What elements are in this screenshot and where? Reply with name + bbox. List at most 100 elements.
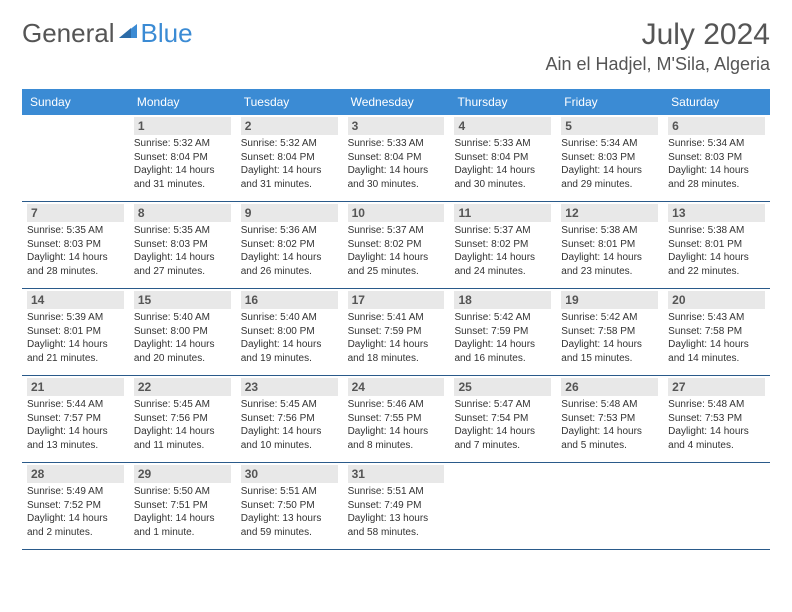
day-detail-line: Daylight: 13 hours: [241, 512, 338, 526]
day-number: 27: [668, 378, 765, 396]
day-number: 3: [348, 117, 445, 135]
day-number: 2: [241, 117, 338, 135]
day-detail: Sunrise: 5:39 AMSunset: 8:01 PMDaylight:…: [27, 311, 124, 365]
day-detail-line: Sunrise: 5:37 AM: [454, 224, 551, 238]
day-detail: Sunrise: 5:37 AMSunset: 8:02 PMDaylight:…: [454, 224, 551, 278]
day-detail-line: Sunset: 7:49 PM: [348, 499, 445, 513]
day-detail-line: Sunset: 7:58 PM: [561, 325, 658, 339]
day-detail-line: Daylight: 14 hours: [134, 338, 231, 352]
day-detail-line: Sunset: 8:00 PM: [241, 325, 338, 339]
day-detail-line: and 7 minutes.: [454, 439, 551, 453]
day-detail-line: Sunset: 8:01 PM: [27, 325, 124, 339]
day-detail-line: Sunrise: 5:44 AM: [27, 398, 124, 412]
day-detail: Sunrise: 5:34 AMSunset: 8:03 PMDaylight:…: [561, 137, 658, 191]
day-number: 10: [348, 204, 445, 222]
day-detail-line: Sunrise: 5:48 AM: [561, 398, 658, 412]
calendar-day-cell: 29Sunrise: 5:50 AMSunset: 7:51 PMDayligh…: [129, 463, 236, 549]
day-detail-line: and 22 minutes.: [668, 265, 765, 279]
day-detail-line: Sunset: 8:01 PM: [668, 238, 765, 252]
day-detail-line: Sunset: 8:02 PM: [241, 238, 338, 252]
day-number: 19: [561, 291, 658, 309]
calendar-day-cell: 22Sunrise: 5:45 AMSunset: 7:56 PMDayligh…: [129, 376, 236, 462]
day-detail-line: and 25 minutes.: [348, 265, 445, 279]
day-detail-line: Sunset: 7:59 PM: [348, 325, 445, 339]
title-block: July 2024 Ain el Hadjel, M'Sila, Algeria: [545, 18, 770, 75]
day-detail-line: Daylight: 14 hours: [561, 338, 658, 352]
calendar-day-cell: [449, 463, 556, 549]
day-detail-line: Sunrise: 5:37 AM: [348, 224, 445, 238]
day-detail-line: Daylight: 14 hours: [454, 338, 551, 352]
day-detail-line: Daylight: 14 hours: [668, 251, 765, 265]
calendar-day-cell: 25Sunrise: 5:47 AMSunset: 7:54 PMDayligh…: [449, 376, 556, 462]
day-detail-line: Sunset: 7:52 PM: [27, 499, 124, 513]
day-detail: Sunrise: 5:47 AMSunset: 7:54 PMDaylight:…: [454, 398, 551, 452]
day-detail-line: Daylight: 14 hours: [561, 251, 658, 265]
calendar-day-cell: 4Sunrise: 5:33 AMSunset: 8:04 PMDaylight…: [449, 115, 556, 201]
calendar-day-cell: 10Sunrise: 5:37 AMSunset: 8:02 PMDayligh…: [343, 202, 450, 288]
day-detail-line: and 10 minutes.: [241, 439, 338, 453]
day-detail-line: Daylight: 14 hours: [134, 425, 231, 439]
day-detail-line: and 29 minutes.: [561, 178, 658, 192]
day-detail: Sunrise: 5:51 AMSunset: 7:49 PMDaylight:…: [348, 485, 445, 539]
day-detail: Sunrise: 5:43 AMSunset: 7:58 PMDaylight:…: [668, 311, 765, 365]
day-detail-line: Sunset: 8:02 PM: [348, 238, 445, 252]
brand-general: General: [22, 18, 115, 49]
calendar-day-cell: 8Sunrise: 5:35 AMSunset: 8:03 PMDaylight…: [129, 202, 236, 288]
day-number: 16: [241, 291, 338, 309]
day-detail-line: Sunrise: 5:34 AM: [561, 137, 658, 151]
day-detail-line: Daylight: 14 hours: [27, 425, 124, 439]
calendar-day-cell: 19 Sunrise: 5:42 AMSunset: 7:58 PMDayligh…: [556, 289, 663, 375]
day-detail-line: and 18 minutes.: [348, 352, 445, 366]
day-detail-line: Sunset: 7:50 PM: [241, 499, 338, 513]
day-detail-line: Sunrise: 5:49 AM: [27, 485, 124, 499]
day-number: 14: [27, 291, 124, 309]
day-detail: Sunrise: 5:48 AMSunset: 7:53 PMDaylight:…: [668, 398, 765, 452]
day-detail-line: Sunset: 8:03 PM: [27, 238, 124, 252]
col-sunday: Sunday: [22, 89, 129, 115]
day-detail-line: Sunrise: 5:34 AM: [668, 137, 765, 151]
day-number: 31: [348, 465, 445, 483]
day-detail-line: Sunset: 8:03 PM: [668, 151, 765, 165]
calendar: Sunday Monday Tuesday Wednesday Thursday…: [22, 89, 770, 550]
day-detail: Sunrise: 5:45 AMSunset: 7:56 PMDaylight:…: [241, 398, 338, 452]
day-detail-line: and 24 minutes.: [454, 265, 551, 279]
day-detail-line: and 1 minute.: [134, 526, 231, 540]
day-number: 21: [27, 378, 124, 396]
day-detail-line: Sunrise: 5:33 AM: [348, 137, 445, 151]
day-detail-line: Daylight: 14 hours: [668, 338, 765, 352]
day-detail-line: Sunrise: 5:35 AM: [27, 224, 124, 238]
day-detail: Sunrise: 5:42 AMSunset: 7:58 PMDaylight:…: [561, 311, 658, 365]
day-detail-line: Sunrise: 5:40 AM: [241, 311, 338, 325]
calendar-day-cell: 27 Sunrise: 5:48 AMSunset: 7:53 PMDayligh…: [663, 376, 770, 462]
day-number: 23: [241, 378, 338, 396]
calendar-day-cell: 5Sunrise: 5:34 AMSunset: 8:03 PMDaylight…: [556, 115, 663, 201]
day-detail-line: Daylight: 14 hours: [241, 338, 338, 352]
calendar-week-row: 21Sunrise: 5:44 AMSunset: 7:57 PMDayligh…: [22, 376, 770, 463]
day-detail: Sunrise: 5:33 AMSunset: 8:04 PMDaylight:…: [348, 137, 445, 191]
calendar-day-cell: 18Sunrise: 5:42 AMSunset: 7:59 PMDayligh…: [449, 289, 556, 375]
day-detail: Sunrise: 5:32 AMSunset: 8:04 PMDaylight:…: [134, 137, 231, 191]
day-detail-line: Sunset: 7:59 PM: [454, 325, 551, 339]
col-saturday: Saturday: [663, 89, 770, 115]
day-detail-line: and 27 minutes.: [134, 265, 231, 279]
col-monday: Monday: [129, 89, 236, 115]
month-title: July 2024: [545, 18, 770, 52]
calendar-day-cell: 6Sunrise: 5:34 AMSunset: 8:03 PMDaylight…: [663, 115, 770, 201]
day-number: 11: [454, 204, 551, 222]
day-detail-line: Daylight: 14 hours: [561, 425, 658, 439]
calendar-day-cell: 1 Sunrise: 5:32 AMSunset: 8:04 PMDaylight…: [129, 115, 236, 201]
day-detail-line: Sunrise: 5:45 AM: [134, 398, 231, 412]
day-detail-line: Sunset: 8:04 PM: [454, 151, 551, 165]
day-number: 6: [668, 117, 765, 135]
day-detail-line: Sunset: 7:56 PM: [134, 412, 231, 426]
day-detail-line: and 2 minutes.: [27, 526, 124, 540]
calendar-day-cell: 24Sunrise: 5:46 AMSunset: 7:55 PMDayligh…: [343, 376, 450, 462]
day-detail-line: Daylight: 14 hours: [241, 425, 338, 439]
day-detail-line: Sunrise: 5:40 AM: [134, 311, 231, 325]
day-number: 12: [561, 204, 658, 222]
day-detail: Sunrise: 5:33 AMSunset: 8:04 PMDaylight:…: [454, 137, 551, 191]
day-number: 1: [134, 117, 231, 135]
day-number: 29: [134, 465, 231, 483]
day-detail-line: and 58 minutes.: [348, 526, 445, 540]
day-detail-line: Daylight: 14 hours: [668, 425, 765, 439]
